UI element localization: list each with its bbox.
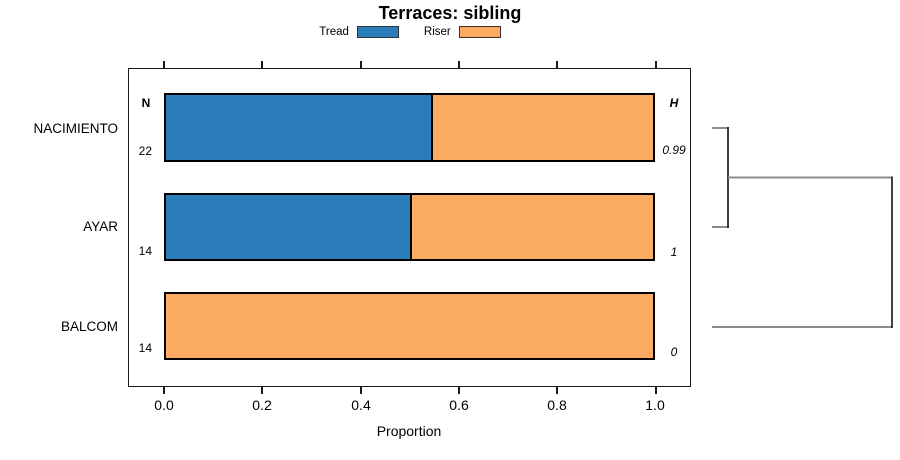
n-value: 14 — [138, 244, 152, 258]
x-axis-bottom-tick — [261, 387, 263, 394]
chart-title: Terraces: sibling — [378, 3, 522, 23]
x-axis-top-tick — [163, 61, 165, 68]
legend-swatch-riser — [458, 26, 501, 38]
bar-segment-tread — [166, 195, 410, 259]
legend-item-tread: Tread — [319, 26, 399, 38]
x-tick-label: 0.8 — [547, 397, 567, 413]
h-value: 0.99 — [662, 143, 686, 157]
stacked-bar-ayar — [164, 193, 655, 261]
x-axis-top-tick — [360, 61, 362, 68]
x-tick-label: 0.4 — [351, 397, 371, 413]
legend-item-riser: Riser — [424, 26, 501, 38]
legend-label-tread: Tread — [319, 26, 349, 38]
x-axis-bottom-tick — [458, 387, 460, 394]
category-label-ayar: AYAR — [83, 219, 118, 234]
x-axis-bottom-tick — [163, 387, 165, 394]
x-axis-top-tick — [458, 61, 460, 68]
x-axis-title: Proportion — [376, 423, 442, 439]
x-axis-top-tick — [556, 61, 558, 68]
x-tick-label: 1.0 — [645, 397, 665, 413]
legend-label-riser: Riser — [423, 26, 451, 38]
stacked-bar-nacimiento — [164, 93, 655, 162]
x-axis-top-tick — [261, 61, 263, 68]
stacked-bar-balcom — [164, 292, 655, 360]
bar-segment-riser — [431, 95, 653, 160]
n-value: 22 — [138, 144, 152, 158]
legend: Tread Riser — [0, 26, 820, 38]
h-value: 0 — [670, 345, 678, 359]
x-tick-label: 0.6 — [449, 397, 469, 413]
category-label-nacimiento: NACIMIENTO — [33, 121, 118, 136]
dendrogram — [712, 127, 893, 328]
x-tick-label: 0.2 — [252, 397, 272, 413]
bar-segment-riser — [166, 294, 653, 358]
n-value: 14 — [138, 341, 152, 355]
h-value: 1 — [670, 245, 678, 259]
x-axis-top-tick — [655, 61, 657, 68]
n-column-header: N — [141, 96, 151, 110]
x-axis-bottom-tick — [655, 387, 657, 394]
bar-segment-riser — [409, 195, 653, 259]
x-axis-bottom-tick — [556, 387, 558, 394]
legend-swatch-tread — [356, 26, 399, 38]
x-tick-label: 0.0 — [154, 397, 174, 413]
bar-segment-tread — [166, 95, 432, 160]
x-axis-bottom-tick — [360, 387, 362, 394]
category-label-balcom: BALCOM — [60, 319, 118, 334]
h-column-header: H — [669, 96, 679, 110]
